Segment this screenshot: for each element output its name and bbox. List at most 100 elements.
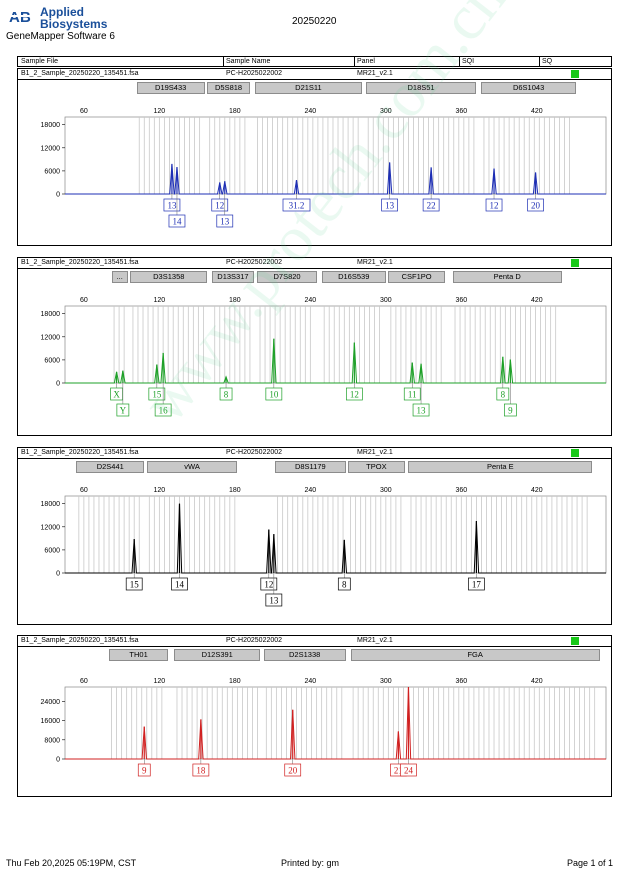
allele-call-box xyxy=(110,387,123,401)
x-tick-label: 120 xyxy=(154,678,166,685)
marker-label[interactable]: FGA xyxy=(350,649,600,661)
marker-label[interactable]: D2S1338 xyxy=(263,649,346,661)
allele-call-label: 15 xyxy=(152,390,162,400)
col-sq: SQ xyxy=(542,58,553,65)
y-tick-label: 16000 xyxy=(41,718,61,725)
marker-bins: D2S441 vWA D8S1179 TPOX Penta E xyxy=(18,461,611,473)
marker-bins: ... D3S1358 D13S317 D7S820 D16S539 CSF1PO Pent… xyxy=(18,271,611,283)
x-tick-label: 300 xyxy=(380,487,392,494)
marker-label[interactable]: D18S51 xyxy=(365,82,477,94)
electropherogram-plot: 60 120 180 240 300 360 420 0 6000 12000 18000 15 14 1… xyxy=(41,487,607,607)
allele-call-label: 8 xyxy=(342,580,347,590)
marker-label[interactable]: vWA xyxy=(146,461,238,473)
allele-call-box xyxy=(171,577,188,591)
allele-call-box xyxy=(265,387,283,401)
panel-sample-info: B1_2_Sample_20250220_135451.fsa PC-H20250… xyxy=(18,448,611,459)
y-tick-label: 0 xyxy=(56,571,60,578)
allele-call-label: 13 xyxy=(220,217,230,227)
marker-label[interactable]: D19S433 xyxy=(136,82,205,94)
plot-frame xyxy=(64,495,607,574)
y-tick-label: 6000 xyxy=(44,547,60,554)
marker-label[interactable]: TH01 xyxy=(109,649,169,661)
col-sample-name: Sample Name xyxy=(226,58,271,65)
panel-sample-info: B1_2_Sample_20250220_135451.fsa PC-H20250… xyxy=(18,69,611,80)
x-tick-label: 360 xyxy=(455,297,467,304)
marker-label[interactable]: D2S441 xyxy=(76,461,145,473)
y-tick-label: 18000 xyxy=(41,122,61,129)
sample-file: B1_2_Sample_20250220_135451.fsa xyxy=(21,449,139,456)
allele-call-label: 22 xyxy=(427,201,436,211)
electropherogram-panel: B1_2_Sample_20250220_135451.fsa PC-H20250… xyxy=(17,68,612,246)
y-tick-label: 18000 xyxy=(41,311,61,318)
x-tick-label: 240 xyxy=(304,678,316,685)
electropherogram-plot: 60 120 180 240 300 360 420 0 6000 12000 18000 13 14 1… xyxy=(41,108,607,228)
allele-call-box xyxy=(137,763,151,777)
allele-call-box xyxy=(211,198,229,212)
panel-sample-info: B1_2_Sample_20250220_135451.fsa PC-H20250… xyxy=(18,258,611,269)
marker-label[interactable]: Penta D xyxy=(452,271,562,283)
footer-printed-by: Printed by: gm xyxy=(281,858,340,868)
marker-label[interactable]: ... xyxy=(111,271,128,283)
marker-label[interactable]: CSF1PO xyxy=(388,271,445,283)
col-sample-file: Sample File xyxy=(21,58,58,65)
allele-call-box xyxy=(260,577,278,591)
allele-call-label: 11 xyxy=(408,390,417,400)
y-tick-label: 0 xyxy=(56,381,60,388)
column-header-row: Sample File Sample Name Panel SQI SQ xyxy=(17,56,612,67)
sample-file: B1_2_Sample_20250220_135451.fsa xyxy=(21,259,139,266)
allele-call-box xyxy=(216,214,234,228)
allele-call-box xyxy=(468,577,485,591)
allele-call-box xyxy=(412,403,430,417)
y-tick-label: 8000 xyxy=(44,737,60,744)
allele-call-label: 13 xyxy=(167,201,177,211)
allele-call-box xyxy=(219,387,233,401)
sq-status-indicator xyxy=(571,259,579,267)
allele-call-label: 12 xyxy=(350,390,359,400)
software-name: GeneMapper Software 6 xyxy=(6,31,115,42)
y-tick-label: 12000 xyxy=(41,334,61,341)
x-tick-label: 120 xyxy=(154,297,166,304)
marker-label[interactable]: TPOX xyxy=(348,461,405,473)
allele-call-label: 21 xyxy=(394,766,403,776)
marker-label[interactable]: D6S1043 xyxy=(481,82,576,94)
allele-call-label: 20 xyxy=(288,766,298,776)
marker-label[interactable]: D21S11 xyxy=(254,82,362,94)
sq-status-indicator xyxy=(571,70,579,78)
allele-call-label: X xyxy=(113,390,120,400)
allele-call-box xyxy=(168,214,186,228)
allele-call-label: 13 xyxy=(269,596,279,606)
marker-label[interactable]: D12S391 xyxy=(174,649,260,661)
marker-label[interactable]: D13S317 xyxy=(212,271,254,283)
allele-call-box xyxy=(284,763,302,777)
y-tick-label: 24000 xyxy=(41,699,61,706)
allele-call-label: 18 xyxy=(196,766,206,776)
allele-call-label: 12 xyxy=(490,201,499,211)
allele-call-label: 17 xyxy=(472,580,482,590)
allele-call-label: 8 xyxy=(224,390,229,400)
sample-name: PC-H2025022002 xyxy=(226,70,283,77)
x-tick-label: 60 xyxy=(80,297,88,304)
marker-label[interactable]: D3S1358 xyxy=(130,271,208,283)
x-tick-label: 60 xyxy=(80,487,88,494)
allele-call-label: 20 xyxy=(531,201,541,211)
x-tick-label: 360 xyxy=(455,108,467,115)
allele-call-label: 31.2 xyxy=(289,201,305,211)
allele-call-box xyxy=(527,198,544,212)
x-tick-label: 300 xyxy=(380,108,392,115)
marker-label[interactable]: Penta E xyxy=(408,461,593,473)
electropherogram-panel: B1_2_Sample_20250220_135451.fsa PC-H20250… xyxy=(17,447,612,625)
marker-label[interactable]: D16S539 xyxy=(321,271,386,283)
allele-call-box xyxy=(116,403,130,417)
sample-file: B1_2_Sample_20250220_135451.fsa xyxy=(21,70,139,77)
y-tick-label: 12000 xyxy=(41,145,61,152)
x-tick-label: 360 xyxy=(455,678,467,685)
x-tick-label: 420 xyxy=(531,487,543,494)
sample-name: PC-H2025022002 xyxy=(226,637,283,644)
x-tick-label: 60 xyxy=(80,108,88,115)
marker-label[interactable]: D5S818 xyxy=(207,82,250,94)
x-tick-label: 180 xyxy=(229,297,241,304)
electropherogram-panel: B1_2_Sample_20250220_135451.fsa PC-H20250… xyxy=(17,635,612,797)
marker-label[interactable]: D8S1179 xyxy=(275,461,346,473)
allele-call-box xyxy=(192,763,210,777)
marker-label[interactable]: D7S820 xyxy=(257,271,317,283)
